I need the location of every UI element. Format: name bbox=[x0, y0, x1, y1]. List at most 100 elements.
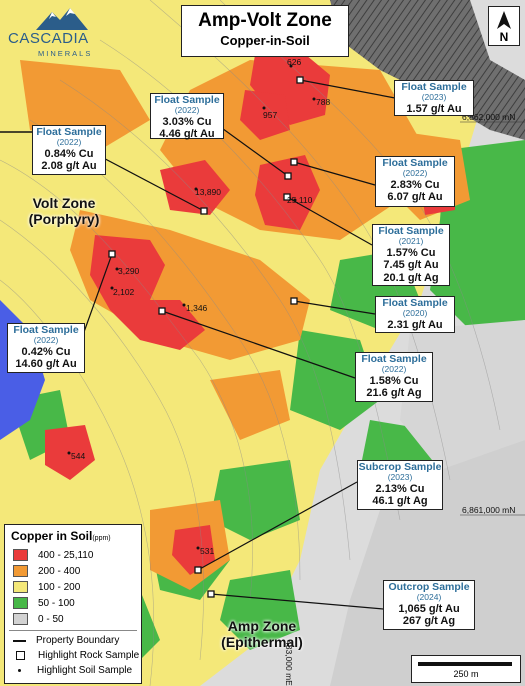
callout-heading: Outcrop Sample bbox=[388, 581, 470, 593]
legend-class-label: 0 - 50 bbox=[38, 613, 64, 625]
callout-heading: Float Sample bbox=[378, 225, 444, 237]
legend-row: Highlight Rock Sample bbox=[13, 650, 139, 661]
callout-heading: Float Sample bbox=[154, 94, 220, 106]
soil-label: 25,110 bbox=[287, 195, 313, 205]
scale-bar-graphic bbox=[418, 662, 512, 666]
callout-value: 3.03% Cu bbox=[162, 115, 212, 128]
callout-year: (2022) bbox=[33, 335, 59, 346]
legend-row: Highlight Soil Sample bbox=[13, 665, 132, 676]
mountain-logo-icon bbox=[36, 8, 88, 30]
map-title-box: Amp-Volt Zone Copper-in-Soil bbox=[181, 5, 349, 57]
callout-value: 2.31 g/t Au bbox=[387, 318, 443, 331]
legend-swatch-orange bbox=[13, 565, 28, 577]
callout-value: 2.08 g/t Au bbox=[41, 160, 97, 173]
legend-class-label: 400 - 25,110 bbox=[38, 549, 94, 561]
north-arrow-icon bbox=[497, 11, 511, 29]
callout-value: 1,065 g/t Au bbox=[398, 602, 460, 615]
legend: Copper in Soil(ppm) 400 - 25,110 200 - 4… bbox=[4, 524, 142, 684]
legend-boundary-label: Property Boundary bbox=[36, 635, 120, 646]
scale-bar: 250 m bbox=[411, 655, 521, 683]
legend-swatch-yellow bbox=[13, 581, 28, 593]
legend-class-label: 100 - 200 bbox=[38, 581, 81, 593]
legend-swatch-green bbox=[13, 597, 28, 609]
legend-swatch-grey bbox=[13, 613, 28, 625]
callout-value: 4.46 g/t Au bbox=[159, 128, 215, 141]
soil-label: 788 bbox=[316, 97, 331, 107]
callout-box: Float Sample (2022) 2.83% Cu 6.07 g/t Au bbox=[375, 156, 455, 207]
callout-year: (2023) bbox=[421, 92, 447, 103]
callout-heading: Subcrop Sample bbox=[358, 461, 442, 473]
callout-heading: Float Sample bbox=[361, 353, 427, 365]
callout-value: 2.13% Cu bbox=[375, 482, 425, 495]
soil-label: 3,290 bbox=[118, 266, 140, 276]
callout-year: (2020) bbox=[402, 308, 428, 319]
callout-heading: Float Sample bbox=[382, 157, 448, 169]
legend-row: 200 - 400 bbox=[13, 565, 80, 577]
legend-title: Copper in Soil(ppm) bbox=[11, 529, 111, 543]
legend-unit: (ppm) bbox=[92, 535, 111, 542]
legend-swatch-red bbox=[13, 549, 28, 561]
north-label: N bbox=[499, 30, 509, 44]
soil-label: 544 bbox=[71, 451, 86, 461]
callout-value: 14.60 g/t Au bbox=[15, 358, 77, 371]
callout-value: 0.42% Cu bbox=[21, 345, 71, 358]
callout-value: 1.57 g/t Au bbox=[406, 102, 462, 115]
callout-value: 6.07 g/t Au bbox=[387, 191, 443, 204]
callout-year: (2022) bbox=[56, 137, 82, 148]
northing-label-2: 6,861,000 mN bbox=[462, 505, 516, 515]
callout-value: 267 g/t Ag bbox=[402, 615, 456, 628]
amp-zone-label: Amp Zone (Epithermal) bbox=[221, 618, 303, 651]
callout-box: Float Sample (2022) 0.84% Cu 2.08 g/t Au bbox=[32, 125, 106, 175]
callout-year: (2022) bbox=[402, 168, 428, 179]
scale-label: 250 m bbox=[453, 669, 479, 679]
callout-box: Float Sample (2023) 1.57 g/t Au bbox=[394, 80, 474, 116]
legend-class-label: 200 - 400 bbox=[38, 565, 81, 577]
north-arrow: N bbox=[488, 6, 520, 46]
legend-row: Property Boundary bbox=[13, 635, 119, 646]
callout-value: 21.6 g/t Ag bbox=[366, 387, 422, 400]
volt-zone-label: Volt Zone (Porphyry) bbox=[28, 195, 100, 228]
callout-year: (2023) bbox=[387, 472, 413, 483]
callout-value: 2.83% Cu bbox=[390, 178, 440, 191]
easting-label: 483,000 mE bbox=[284, 640, 294, 686]
callout-box: Float Sample (2021) 1.57% Cu 7.45 g/t Au… bbox=[372, 224, 450, 286]
legend-rock-label: Highlight Rock Sample bbox=[38, 650, 140, 661]
callout-value: 1.58% Cu bbox=[369, 374, 419, 387]
legend-row: 100 - 200 bbox=[13, 581, 80, 593]
callout-heading: Float Sample bbox=[13, 324, 79, 336]
soil-label: 1,346 bbox=[186, 303, 208, 313]
legend-divider bbox=[9, 630, 137, 631]
callout-value: 20.1 g/t Ag bbox=[383, 272, 439, 285]
map-subtitle: Copper-in-Soil bbox=[220, 33, 310, 48]
legend-class-label: 50 - 100 bbox=[38, 597, 75, 609]
boundary-line-icon bbox=[13, 639, 26, 642]
logo-subtitle: MINERALS bbox=[38, 49, 93, 58]
callout-heading: Float Sample bbox=[401, 81, 467, 93]
soil-label: 2,102 bbox=[113, 287, 135, 297]
callout-heading: Float Sample bbox=[36, 126, 102, 138]
legend-row: 50 - 100 bbox=[13, 597, 75, 609]
callout-box: Float Sample (2022) 0.42% Cu 14.60 g/t A… bbox=[7, 323, 85, 373]
legend-row: 0 - 50 bbox=[13, 613, 64, 625]
callout-value: 46.1 g/t Ag bbox=[372, 495, 428, 508]
callout-value: 7.45 g/t Au bbox=[383, 259, 439, 272]
legend-title-text: Copper in Soil bbox=[11, 529, 93, 543]
callout-value: 0.84% Cu bbox=[44, 147, 94, 160]
soil-sample-icon bbox=[18, 669, 21, 672]
callout-year: (2022) bbox=[381, 364, 407, 375]
map-title: Amp-Volt Zone bbox=[198, 10, 332, 31]
callout-box: Subcrop Sample (2023) 2.13% Cu 46.1 g/t … bbox=[357, 460, 443, 510]
northing-label-1: 6,862,000 mN bbox=[462, 112, 516, 122]
callout-box: Float Sample (2022) 1.58% Cu 21.6 g/t Ag bbox=[355, 352, 433, 402]
soil-label: 626 bbox=[287, 57, 302, 67]
soil-label: 957 bbox=[263, 110, 278, 120]
callout-box: Float Sample (2022) 3.03% Cu 4.46 g/t Au bbox=[150, 93, 224, 141]
callout-year: (2024) bbox=[416, 592, 442, 603]
legend-soil-label: Highlight Soil Sample bbox=[37, 665, 133, 676]
callout-value: 1.57% Cu bbox=[386, 246, 436, 259]
company-logo: CASCADIA MINERALS bbox=[4, 6, 114, 62]
soil-label: 531 bbox=[200, 546, 215, 556]
soil-label: 13,890 bbox=[195, 187, 221, 197]
callout-heading: Float Sample bbox=[382, 297, 448, 309]
